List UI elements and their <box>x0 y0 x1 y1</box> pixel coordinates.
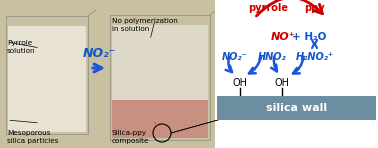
FancyBboxPatch shape <box>8 26 86 132</box>
FancyArrowPatch shape <box>249 57 261 73</box>
Text: + H₂O: + H₂O <box>293 32 327 42</box>
Text: NO⁺: NO⁺ <box>271 32 295 42</box>
Text: NO₂⁻: NO₂⁻ <box>82 47 116 60</box>
Text: silica wall: silica wall <box>266 103 327 113</box>
Text: NO₂⁻: NO₂⁻ <box>222 52 248 62</box>
Text: HNO₂: HNO₂ <box>258 52 287 62</box>
FancyArrowPatch shape <box>293 57 304 74</box>
FancyBboxPatch shape <box>215 0 378 148</box>
Text: Silica-ppy
composite: Silica-ppy composite <box>112 130 150 144</box>
Text: Mesoporous
silica particles: Mesoporous silica particles <box>7 130 59 144</box>
FancyBboxPatch shape <box>217 96 376 120</box>
Text: pyrrole: pyrrole <box>248 3 288 13</box>
FancyArrowPatch shape <box>226 57 232 72</box>
Text: H₂NO₂⁺: H₂NO₂⁺ <box>296 52 334 62</box>
Text: No polymerization
in solution: No polymerization in solution <box>112 18 178 32</box>
Text: Pyrrole
solution: Pyrrole solution <box>7 40 36 53</box>
Text: ppy: ppy <box>304 3 325 13</box>
FancyArrowPatch shape <box>256 0 322 16</box>
FancyBboxPatch shape <box>0 0 215 148</box>
FancyBboxPatch shape <box>112 25 208 100</box>
FancyBboxPatch shape <box>112 100 208 138</box>
FancyArrowPatch shape <box>271 57 277 71</box>
Text: OH: OH <box>274 78 290 88</box>
Text: OH: OH <box>232 78 248 88</box>
